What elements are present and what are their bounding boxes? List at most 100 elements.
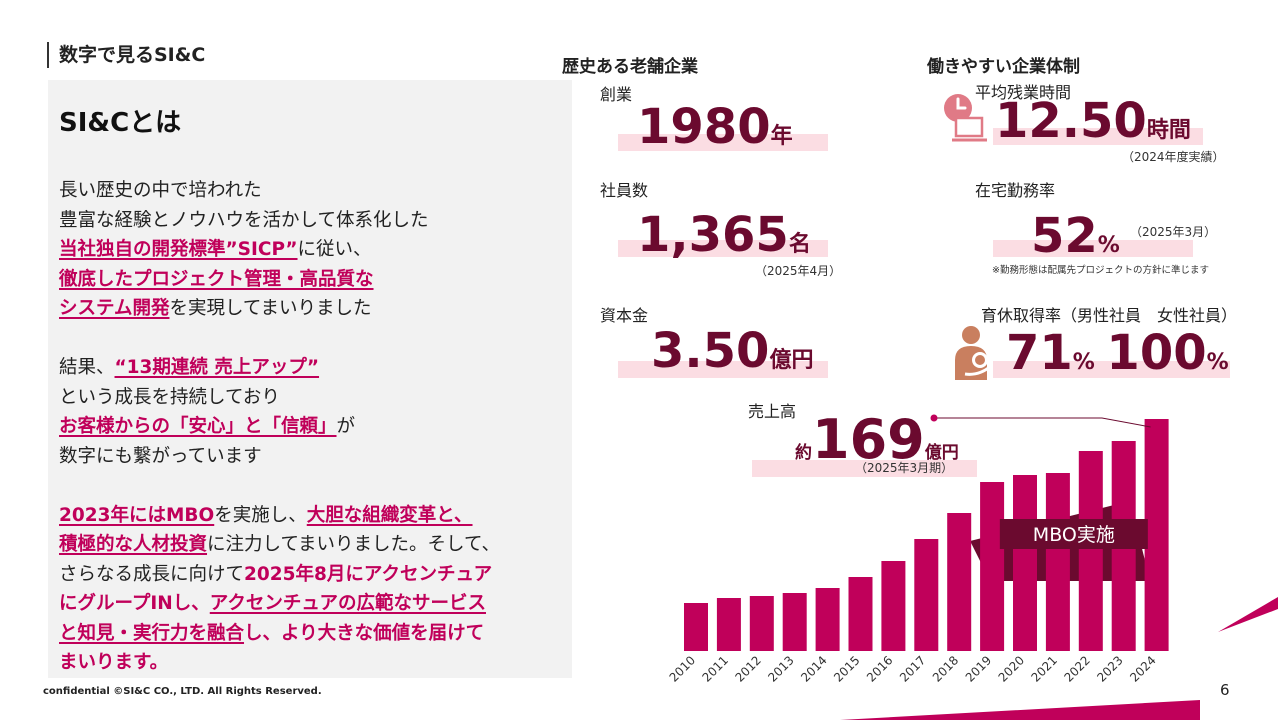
deco-stripe-bottom xyxy=(840,700,1200,720)
about-segment: お客様からの「安心」と「信頼」 xyxy=(59,416,337,437)
founded-bar xyxy=(618,134,828,151)
tick-label-2020: 2020 xyxy=(996,653,1027,684)
bar-2013 xyxy=(782,593,807,651)
overtime-bar xyxy=(993,128,1203,145)
bar-2020 xyxy=(1013,475,1037,651)
sales-bar xyxy=(752,460,977,477)
bar-2017 xyxy=(914,539,939,651)
bar-2014 xyxy=(815,588,840,651)
about-segment: 当社独自の開発標準”SICP” xyxy=(59,239,298,260)
page-number: 6 xyxy=(1220,681,1230,699)
about-segment: に従い、 xyxy=(297,239,372,260)
about-line: と知見・実行力を融合し、より大きな価値を届けて xyxy=(59,619,559,649)
tick-label-2011: 2011 xyxy=(700,653,731,684)
bar-2018 xyxy=(947,513,972,651)
sales-callout-line xyxy=(934,417,1151,428)
about-line: 長い歴史の中で培われた xyxy=(59,176,559,206)
deco-stripe-right xyxy=(1218,597,1278,632)
remote-bar xyxy=(993,240,1193,257)
employees-label: 社員数 xyxy=(600,181,649,200)
leave-male-unit: % xyxy=(1072,350,1095,375)
tick-label-2015: 2015 xyxy=(831,653,862,684)
about-line: 数字にも繋がっています xyxy=(59,442,559,472)
employees-bar xyxy=(618,240,828,257)
about-line: 結果、“13期連続 売上アップ” xyxy=(59,353,559,383)
about-line: という成長を持続しており xyxy=(59,383,559,413)
tick-label-2016: 2016 xyxy=(864,653,895,684)
about-segment: と知見・実行力を融合 xyxy=(59,622,245,644)
bar-2019 xyxy=(980,482,1005,651)
remote-value: 52% xyxy=(1031,212,1120,260)
tick-label-2019: 2019 xyxy=(963,653,994,684)
overtime-label: 平均残業時間 xyxy=(975,83,1072,102)
about-segment: 長い歴史の中で培われた xyxy=(59,180,262,201)
about-line: 徹底したプロジェクト管理・高品質な xyxy=(59,265,559,295)
sales-number: 169 xyxy=(812,408,925,471)
tick-label-2024: 2024 xyxy=(1127,653,1158,684)
about-segment: を実現してまいりました xyxy=(169,298,372,319)
about-segment: システム開発 xyxy=(59,298,170,319)
overtime-value: 12.50時間 xyxy=(995,97,1191,145)
slide-title: 数字で見るSI&C xyxy=(47,42,205,68)
about-line: にグループINし、アクセンチュアの広範なサービス xyxy=(59,589,559,619)
parent-child-icon xyxy=(955,326,992,380)
about-segment: を実施し、 xyxy=(214,504,307,526)
sales-value: 約169億円 xyxy=(795,413,959,467)
tick-label-2021: 2021 xyxy=(1029,653,1060,684)
tick-label-2017: 2017 xyxy=(897,653,928,684)
bar-2012 xyxy=(749,596,774,651)
about-segment: にグループINし、 xyxy=(59,593,210,614)
tick-label-2018: 2018 xyxy=(930,653,961,684)
about-segment: 積極的な人材投資 xyxy=(59,534,208,555)
remote-unit: % xyxy=(1097,233,1120,258)
about-body: 長い歴史の中で培われた豊富な経験とノウハウを活かして体系化した 当社独自の開発標準… xyxy=(59,176,559,678)
about-line: 積極的な人材投資に注力してまいりました。そして、 xyxy=(59,530,559,560)
about-segment: 豊富な経験とノウハウを活かして体系化した xyxy=(59,209,429,231)
sales-unit: 億円 xyxy=(924,443,959,463)
remote-number: 52 xyxy=(1031,208,1098,264)
tick-label-2022: 2022 xyxy=(1061,653,1092,684)
about-segment: さらなる成長に向けて xyxy=(59,563,245,585)
founded-label: 創業 xyxy=(600,85,633,104)
about-segment: 数字にも繋がっています xyxy=(59,445,262,467)
about-line: システム開発を実現してまいりました xyxy=(59,294,559,324)
about-segment: に注力してまいりました。そして、 xyxy=(207,534,501,555)
about-line: 2023年にはMBOを実施し、大胆な組織変革と、 xyxy=(59,501,559,531)
remote-label: 在宅勤務率 xyxy=(975,181,1056,200)
mbo-label: MBO実施 xyxy=(1033,524,1115,546)
sales-prefix: 約 xyxy=(795,443,812,463)
tick-label-2013: 2013 xyxy=(765,653,796,684)
clock-laptop-icon xyxy=(944,94,987,142)
tick-label-2012: 2012 xyxy=(732,653,763,684)
capital-bar xyxy=(618,361,828,378)
capital-number: 3.50 xyxy=(651,323,770,379)
remote-note: （2025年3月） xyxy=(1130,225,1217,239)
sales-callout-dot xyxy=(930,414,938,422)
leave-female-unit: % xyxy=(1206,350,1229,375)
slide-title-text: 数字で見るSI&C xyxy=(59,44,206,66)
about-segment: まいります。 xyxy=(59,652,169,673)
workstyle-heading: 働きやすい企業体制 xyxy=(927,57,1080,77)
about-line: まいります。 xyxy=(59,648,559,678)
overtime-number: 12.50 xyxy=(995,93,1147,149)
tick-label-2014: 2014 xyxy=(798,653,829,684)
bar-2024 xyxy=(1144,419,1169,651)
leave-value: 71% 100% xyxy=(1006,329,1229,377)
copyright: confidential ©SI&C CO., LTD. All Rights … xyxy=(43,686,322,697)
overtime-unit: 時間 xyxy=(1146,118,1191,143)
about-segment: が xyxy=(336,416,356,437)
about-segment: アクセンチュアの広範なサービス xyxy=(209,593,486,614)
about-segment: 大胆な組織変革と、 xyxy=(306,504,473,526)
bar-2021 xyxy=(1045,473,1070,651)
about-segment: “13期連続 売上アップ” xyxy=(114,357,320,378)
about-panel: SI&Cとは 長い歴史の中で培われた 豊富な経験とノウハウを活かして体系化した 当社… xyxy=(48,80,572,678)
leave-female-number: 100 xyxy=(1106,325,1207,381)
about-line: 豊富な経験とノウハウを活かして体系化した xyxy=(59,206,559,236)
about-segment: 徹底したプロジェクト管理・高品質な xyxy=(59,268,374,290)
employees-number: 1,365 xyxy=(637,207,789,263)
history-heading: 歴史ある老舗企業 xyxy=(562,57,698,77)
bar-2011 xyxy=(716,598,741,651)
bar-2022 xyxy=(1078,451,1103,651)
founded-value: 1980年 xyxy=(637,103,793,151)
